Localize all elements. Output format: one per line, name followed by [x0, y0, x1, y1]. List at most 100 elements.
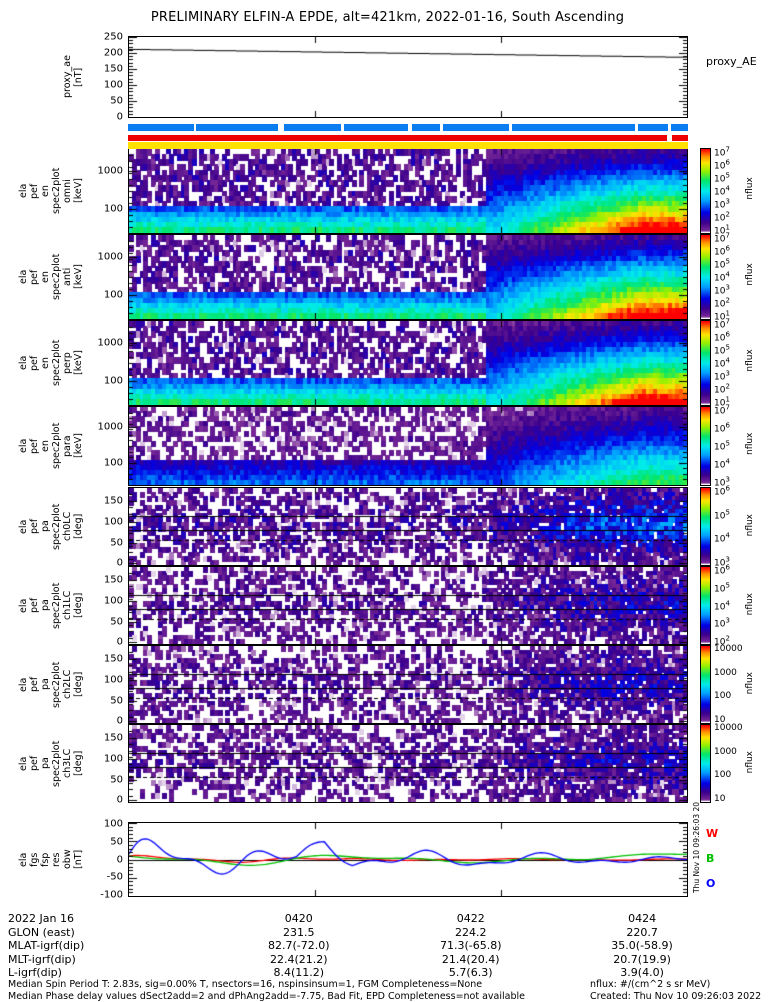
ylabel-en-para: ela pef en spec2plot para [keV] — [18, 406, 84, 486]
ylabel-en-omni: ela pef en spec2plot omni [keV] — [18, 148, 84, 234]
colorbar-tick: 105 — [714, 257, 730, 271]
ylabel-line: proxy_ae — [61, 55, 73, 99]
ytick-label: 150 — [103, 495, 123, 507]
ylabel-line: ela — [17, 183, 29, 199]
ylabel-line: perp — [61, 352, 73, 374]
xaxis-row-value: 21.4(20.4) — [441, 952, 500, 966]
colorbar-tick: 106 — [714, 244, 730, 258]
ylabel-line: ch1LC — [61, 590, 73, 621]
ylabel-line: fgs — [28, 852, 40, 867]
proxy-ae-legend: proxy_AE — [706, 55, 757, 68]
ylabel-line: ela — [17, 438, 29, 454]
colorbar-tick: 104 — [714, 356, 730, 370]
ylabel-line: obw — [61, 849, 73, 870]
ytick-label: 1000 — [97, 337, 123, 349]
legend-o: O — [706, 877, 716, 890]
status-segment — [283, 124, 341, 131]
ylabel-line: para — [61, 435, 73, 457]
ytick-label: 1000 — [97, 421, 123, 433]
ylabel-line: [keV] — [72, 178, 84, 204]
xaxis-row-label: L-igrf(dip) — [8, 966, 62, 979]
colorbar-tick: 102 — [714, 634, 730, 648]
ylabel-line: ch3LC — [61, 748, 73, 779]
status-bar-yellow — [128, 142, 688, 149]
panel-en-anti — [128, 234, 688, 320]
ylabel-pa-ch1lc: ela pef pa spec2plot ch1LC [deg] — [18, 566, 84, 645]
colorbar-tick: 107 — [714, 317, 730, 331]
colorbar-en-omni — [700, 148, 711, 234]
xaxis-row-value: 5.7(6.3) — [448, 966, 493, 979]
ylabel-pa-ch3lc: ela pef pa spec2plot ch3LC [deg] — [18, 724, 84, 803]
xaxis-row-value: 231.5 — [283, 925, 315, 939]
colorbar-tick: 104 — [714, 599, 730, 612]
ylabel-line: spec2plot — [50, 661, 62, 708]
ylabel-en-perp: ela pef en spec2plot perp [keV] — [18, 320, 84, 406]
ylabel-en-anti: ela pef en spec2plot anti [keV] — [18, 234, 84, 320]
xaxis-row-value: 8.4(11.2) — [273, 966, 325, 979]
ylabel-line: pa — [39, 599, 51, 612]
panel-pa-ch1lc — [128, 566, 688, 645]
ylabel-line: en — [39, 185, 51, 197]
plot-area-en-para — [129, 407, 687, 485]
ytick-label: 100 — [103, 674, 123, 686]
colorbar-gradient — [701, 567, 710, 644]
ytick-label: 50 — [110, 616, 123, 628]
ytick-label: 150 — [103, 653, 123, 665]
plot-area-en-anti — [129, 235, 687, 319]
status-segment — [128, 124, 195, 131]
ytick-label: 50 — [110, 537, 123, 549]
colorbar-gradient — [701, 725, 710, 802]
ytick-label: 150 — [103, 63, 123, 75]
colorbar-tick: 100 — [714, 691, 732, 702]
status-segment — [412, 124, 441, 131]
plot-area-pa-ch2lc — [129, 646, 687, 723]
status-segment — [672, 135, 688, 141]
footer-note: Created: Thu Nov 10 09:26:03 2022 — [590, 991, 762, 1002]
panel-fgm — [128, 822, 688, 897]
status-segment — [637, 124, 669, 131]
colorbar-tick: 102 — [714, 296, 730, 310]
colorbar-tick: 10000 — [714, 644, 743, 654]
ylabel-line: spec2plot — [50, 503, 62, 550]
ylabel-line: [keV] — [72, 433, 84, 459]
status-segment — [443, 124, 509, 131]
colorbar-tick: 104 — [714, 457, 730, 471]
ylabel-line: ela — [17, 355, 29, 371]
status-segment — [671, 124, 688, 131]
ytick-label: 50 — [110, 774, 123, 786]
plot-area-proxy-ae — [129, 37, 687, 117]
colorbar-tick: 104 — [714, 531, 730, 545]
ytick-label: 100 — [103, 79, 123, 91]
created-timestamp-rotated: Thu Nov 10 09:26:03 20 — [692, 801, 701, 893]
ylabel-line: omni — [61, 179, 73, 203]
ylabel-line: ela — [17, 519, 29, 534]
colorbar-en-perp — [700, 320, 711, 406]
panel-pa-ch0lc — [128, 487, 688, 566]
ylabel-fgm: ela fgs fsp res obw [nT] — [18, 822, 84, 897]
legend-b: B — [706, 852, 715, 865]
ytick-label: 100 — [103, 289, 123, 301]
ylabel-line: pef — [28, 355, 40, 371]
ylabel-line: ela — [17, 756, 29, 771]
colorbar-gradient — [701, 149, 710, 233]
panel-en-perp — [128, 320, 688, 406]
xaxis-row-value: 22.4(21.2) — [270, 952, 328, 966]
colorbar-tick: 10 — [714, 715, 726, 725]
ylabel-line: anti — [61, 267, 73, 287]
ylabel-line: pef — [28, 518, 40, 535]
colorbar-tick: 106 — [714, 330, 730, 344]
xaxis-row-value: 3.9(4.0) — [620, 966, 664, 979]
colorbar-tick: 100 — [714, 770, 732, 781]
ytick-label: 150 — [103, 574, 123, 586]
ylabel-line: pa — [39, 757, 51, 770]
panel-pa-ch2lc — [128, 645, 688, 724]
colorbar-tick: 1000 — [714, 667, 737, 678]
plot-area-pa-ch0lc — [129, 488, 687, 565]
colorbar-pa-ch0lc — [700, 487, 711, 566]
panel-en-omni — [128, 148, 688, 234]
colorbar-tick: 107 — [714, 231, 730, 245]
colorbar-gradient — [701, 646, 710, 723]
colorbar-tick: 105 — [714, 581, 730, 595]
ytick-label: 50 — [110, 836, 123, 848]
colorbar-gradient — [701, 321, 710, 405]
